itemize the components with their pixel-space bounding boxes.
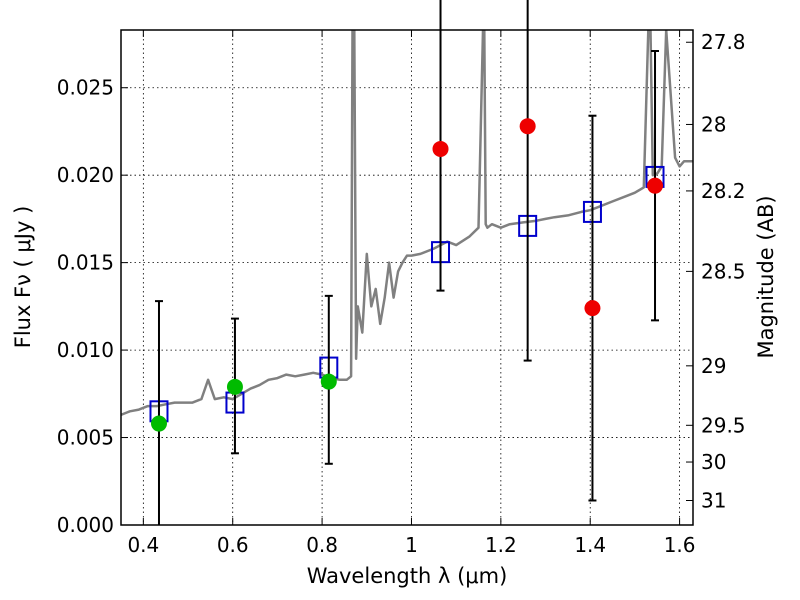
x-tick-label: 0.8 xyxy=(306,533,338,557)
observed-point xyxy=(584,300,601,317)
mag-tick-label: 31 xyxy=(701,489,726,513)
y-tick-label: 0.020 xyxy=(57,163,114,187)
observed-point xyxy=(519,118,536,135)
y-tick-label: 0.025 xyxy=(57,76,114,100)
axis-ticks: 0.4 0.6 0.8 1 1.2 1.4 1.6 0.000 0.005 0.010 0.015 0… xyxy=(57,0,746,557)
observed-point xyxy=(226,378,243,395)
mag-tick-label: 29 xyxy=(701,354,726,378)
x-axis-label: Wavelength λ (μm) xyxy=(307,564,508,588)
observed-point xyxy=(647,177,664,194)
y-tick-label: 0.015 xyxy=(57,251,114,275)
mag-tick-label: 28 xyxy=(701,112,726,136)
mag-tick-label: 28.5 xyxy=(701,259,746,283)
x-tick-label: 0.6 xyxy=(217,533,249,557)
y-tick-label: 0.000 xyxy=(57,513,114,537)
mag-tick-label: 27.8 xyxy=(701,30,746,54)
mag-tick-label: 30 xyxy=(701,450,726,474)
mag-tick-label: 29.5 xyxy=(701,413,746,437)
x-tick-label: 1 xyxy=(405,533,418,557)
observed-point xyxy=(432,140,449,157)
y-tick-label: 0.005 xyxy=(57,426,114,450)
x-tick-label: 1.4 xyxy=(574,533,606,557)
observed-point xyxy=(320,373,337,390)
x-tick-label: 0.4 xyxy=(127,533,159,557)
y-tick-label: 0.010 xyxy=(57,338,114,362)
y-axis-right-label: Magnitude (AB) xyxy=(754,195,778,358)
x-tick-label: 1.6 xyxy=(664,533,696,557)
grid-lines xyxy=(121,30,693,526)
observed-point xyxy=(150,415,167,432)
x-tick-label: 1.2 xyxy=(485,533,517,557)
plot-frame xyxy=(120,29,694,526)
mag-tick-label: 28.2 xyxy=(701,179,746,203)
y-axis-label: Flux Fν ( μJy ) xyxy=(11,206,35,349)
plot-data xyxy=(121,30,693,423)
